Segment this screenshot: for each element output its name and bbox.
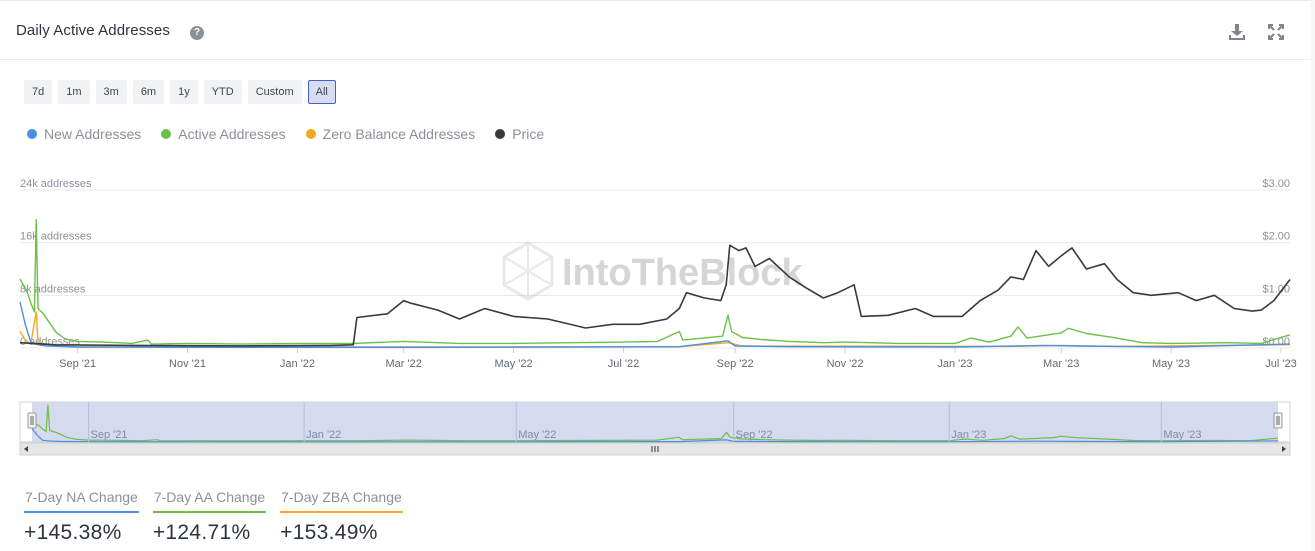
navigator-left-handle[interactable] — [27, 412, 37, 429]
range-button-7d[interactable]: 7d — [24, 80, 53, 104]
navigator-label: Jan '23 — [951, 429, 986, 441]
legend-label: Active Addresses — [178, 126, 286, 142]
y-axis-left-label: 8k addresses — [20, 283, 86, 295]
x-axis-label: Mar '22 — [386, 358, 422, 370]
legend-item[interactable]: Price — [495, 126, 544, 142]
watermark-hexagon — [502, 241, 554, 301]
stat-block: 7-Day AA Change +124.71% — [152, 489, 267, 545]
x-axis-label: Sep '21 — [59, 358, 96, 370]
range-button-6m[interactable]: 6m — [132, 80, 165, 104]
x-axis-label: Nov '21 — [169, 358, 206, 370]
time-range-selector: 7d 1m 3m 6m 1y YTD Custom All — [24, 80, 336, 104]
y-axis-right-label: $1.00 — [1262, 283, 1290, 295]
range-button-1m[interactable]: 1m — [58, 80, 90, 104]
series-line-active-addresses — [19, 218, 1291, 345]
navigator-right-handle[interactable] — [1273, 412, 1283, 429]
navigator-label: Sep '21 — [91, 429, 128, 441]
legend-dot-icon — [305, 129, 316, 139]
change-stats: 7-Day NA Change +145.38% 7-Day AA Change +1… — [24, 489, 403, 545]
chart-title: Daily Active Addresses — [16, 22, 170, 39]
x-axis-label: Jul '23 — [1265, 358, 1296, 370]
legend-dot-icon — [27, 129, 37, 139]
stat-label[interactable]: 7-Day ZBA Change — [280, 489, 403, 513]
navigator-label: May '22 — [518, 429, 556, 441]
range-button-1y[interactable]: 1y — [170, 80, 198, 104]
navigator-series — [31, 404, 1279, 442]
legend-label: Price — [512, 126, 545, 142]
download-icon[interactable] — [1228, 23, 1246, 41]
stat-label[interactable]: 7-Day NA Change — [24, 489, 139, 513]
series-line-price — [19, 244, 1291, 347]
stat-value: +124.71% — [152, 521, 251, 544]
watermark-text: IntoTheBlock — [562, 252, 804, 294]
stat-block: 7-Day ZBA Change +153.49% — [280, 489, 403, 545]
legend-item[interactable]: Active Addresses — [161, 126, 286, 142]
scroll-left-arrow-icon — [24, 446, 28, 452]
navigator-series — [31, 428, 1279, 443]
stat-value: +153.49% — [280, 521, 378, 544]
legend-dot-icon — [161, 129, 172, 139]
range-button-ytd[interactable]: YTD — [203, 80, 242, 104]
scroll-right-arrow-icon — [1282, 446, 1286, 452]
navigator-label: Jan '22 — [306, 429, 341, 441]
y-axis-left-label: 16k addresses — [20, 231, 92, 243]
card-header: Daily Active Addresses ? — [0, 1, 1311, 60]
watermark-logo-icon — [502, 241, 554, 301]
range-button-custom[interactable]: Custom — [247, 80, 302, 104]
legend-label: Zero Balance Addresses — [322, 126, 476, 142]
stat-block: 7-Day NA Change +145.38% — [24, 489, 139, 545]
navigator-label: Sep '22 — [736, 429, 773, 441]
range-button-3m[interactable]: 3m — [95, 80, 127, 104]
stat-value: +145.38% — [24, 521, 122, 544]
x-axis-label: Jan '23 — [937, 358, 972, 370]
expand-icon[interactable] — [1267, 23, 1285, 41]
scrollbar-grip-icon — [651, 446, 659, 452]
x-axis-label: Mar '23 — [1043, 358, 1079, 370]
navigator-selection — [32, 402, 1278, 442]
legend-label: New Addresses — [44, 126, 142, 142]
y-axis-left-label: 24k addresses — [20, 178, 92, 190]
x-axis-label: Jul '22 — [608, 358, 639, 370]
x-axis-label: Jan '22 — [280, 358, 315, 370]
navigator-label: May '23 — [1163, 429, 1201, 441]
legend-item[interactable]: Zero Balance Addresses — [305, 126, 476, 142]
range-button-all[interactable]: All — [307, 80, 336, 104]
legend-item[interactable]: New Addresses — [27, 126, 141, 142]
x-axis-label: May '23 — [1152, 358, 1190, 370]
y-axis-right-label: $3.00 — [1262, 178, 1290, 190]
x-axis-label: Sep '22 — [717, 358, 754, 370]
legend-dot-icon — [495, 129, 506, 139]
x-axis-label: May '22 — [494, 358, 532, 370]
chart-legend: New Addresses Active Addresses Zero Balanc… — [27, 126, 544, 142]
x-axis-label: Nov '22 — [827, 358, 864, 370]
series-line-new-addresses — [19, 301, 1291, 348]
y-axis-right-label: $2.00 — [1262, 231, 1290, 243]
question-circle-icon[interactable]: ? — [190, 26, 204, 40]
watermark-lines — [503, 243, 553, 299]
stat-label[interactable]: 7-Day AA Change — [152, 489, 267, 513]
